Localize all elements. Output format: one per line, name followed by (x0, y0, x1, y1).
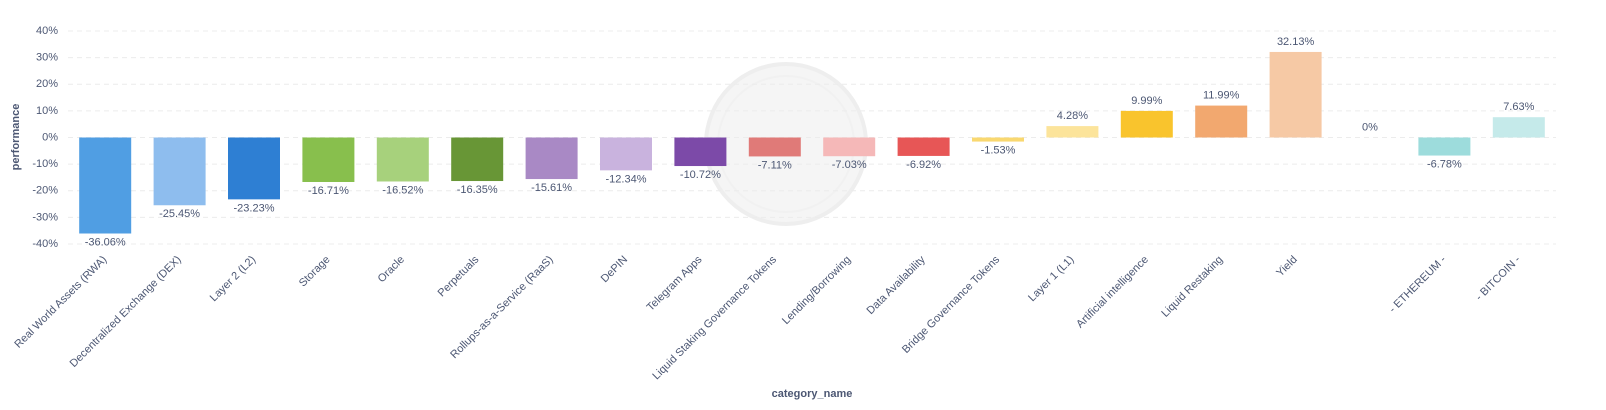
data-label: -10.72% (680, 169, 721, 181)
y-tick-label: -40% (32, 238, 58, 250)
x-tick-label: Storage (297, 254, 333, 290)
data-label: -6.92% (906, 159, 941, 171)
data-label: 9.99% (1131, 95, 1162, 107)
x-tick-label: Lending/Borrowing (780, 254, 853, 327)
data-label: -16.52% (382, 184, 423, 196)
data-label: -16.71% (308, 185, 349, 197)
y-tick-label: 0% (42, 131, 58, 143)
x-axis-label: category_name (772, 388, 853, 400)
x-tick-label: Artificial intelligence (1074, 254, 1151, 331)
bar (972, 137, 1024, 142)
bar (600, 137, 652, 171)
bar (153, 137, 206, 206)
data-label: -25.45% (159, 208, 200, 220)
bar (1195, 105, 1248, 138)
y-tick-label: -30% (32, 211, 58, 223)
bar (674, 137, 727, 167)
data-label: -36.06% (85, 236, 126, 248)
data-label: -15.61% (531, 182, 572, 194)
data-label: 4.28% (1057, 110, 1088, 122)
data-label: -16.35% (457, 184, 498, 196)
y-tick-label: -20% (32, 185, 58, 197)
bar (302, 137, 355, 182)
x-tick-label: Perpetuals (436, 253, 482, 299)
bar (79, 137, 132, 234)
bar (1269, 51, 1322, 138)
y-tick-label: 20% (36, 78, 58, 90)
bar (823, 137, 876, 157)
y-tick-label: -10% (32, 158, 58, 170)
bar (897, 137, 950, 156)
data-label: 32.13% (1277, 36, 1315, 48)
x-tick-label: - BITCOIN - (1473, 253, 1523, 303)
data-label: -7.03% (832, 159, 867, 171)
bar (1418, 137, 1471, 156)
bar (228, 137, 280, 200)
data-label: 0% (1362, 121, 1378, 133)
bar (1492, 117, 1545, 138)
bar (376, 137, 429, 182)
data-label: 11.99% (1203, 89, 1240, 101)
x-tick-label: Liquid Restaking (1159, 254, 1225, 320)
bar (748, 137, 801, 157)
x-tick-label: Liquid Staking Governance Tokens (650, 253, 779, 382)
y-tick-label: 10% (36, 105, 58, 117)
data-label: -7.11% (758, 159, 792, 171)
data-label: -12.34% (606, 173, 647, 185)
y-axis-label: performance (10, 104, 22, 171)
data-label: 7.63% (1503, 101, 1534, 113)
x-tick-label: - ETHEREUM - (1387, 253, 1449, 315)
data-label: -1.53% (981, 144, 1016, 156)
bar (1046, 126, 1099, 138)
bar (1120, 110, 1173, 138)
x-tick-label: Layer 1 (L1) (1026, 254, 1076, 304)
y-tick-label: 40% (36, 25, 58, 37)
bar (451, 137, 504, 182)
bar (525, 137, 578, 180)
x-tick-label: Layer 2 (L2) (208, 254, 258, 304)
data-label: -6.78% (1427, 158, 1462, 170)
y-tick-label: 30% (36, 52, 58, 64)
x-tick-label: Data Availability (865, 253, 929, 317)
x-tick-label: Yield (1274, 254, 1300, 280)
x-tick-label: DePIN (599, 254, 630, 285)
data-label: -23.23% (234, 202, 275, 214)
x-tick-label: Oracle (376, 254, 407, 285)
x-tick-label: Telegram Apps (645, 253, 705, 313)
